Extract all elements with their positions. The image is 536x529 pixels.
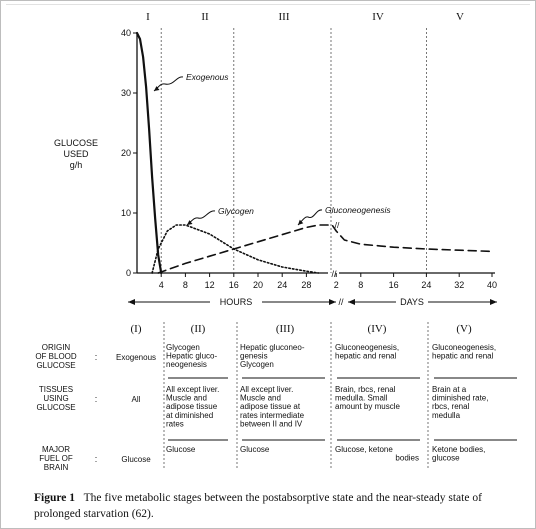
table-cell: All bbox=[132, 395, 141, 404]
table-row-header: TISSUES bbox=[39, 385, 73, 394]
stage-numeral: III bbox=[279, 11, 290, 23]
table-cell: Gluconeogenesis, bbox=[432, 343, 496, 352]
y-tick-label: 40 bbox=[121, 28, 131, 38]
table-cell: amount by muscle bbox=[335, 402, 400, 411]
axis-break-mark: // bbox=[335, 220, 340, 230]
y-axis-label: USED bbox=[63, 149, 89, 159]
table-cell: bodies bbox=[395, 454, 419, 463]
table-cell: rates intermediate bbox=[240, 411, 305, 420]
y-tick-label: 10 bbox=[121, 208, 131, 218]
table-cell: Glycogen bbox=[240, 360, 274, 369]
axis-break-mark: // bbox=[331, 269, 337, 279]
x-tick-label-days: 32 bbox=[454, 280, 464, 290]
table-row-header: GLUCOSE bbox=[36, 361, 75, 370]
table-cell: Brain at a bbox=[432, 385, 467, 394]
table-cell: at diminished bbox=[166, 411, 213, 420]
table-row-header: ORIGIN bbox=[42, 343, 71, 352]
table-cell: All except liver. bbox=[166, 385, 219, 394]
table-cell: diminished rate, bbox=[432, 394, 488, 403]
x-tick-label-hours: 12 bbox=[205, 280, 215, 290]
table-row-header: FUEL OF bbox=[39, 454, 73, 463]
table-cell: Glucose, ketone bbox=[335, 445, 393, 454]
table-cell: Glycogen bbox=[166, 343, 200, 352]
annotation-leader-gluconeogenesis bbox=[297, 209, 323, 226]
table-cell: between II and IV bbox=[240, 419, 303, 428]
y-tick-label: 0 bbox=[126, 268, 131, 278]
annotation-leader-glycogen bbox=[186, 210, 216, 226]
hours-axis-label: HOURS bbox=[220, 297, 253, 307]
table-stage-label: (II) bbox=[191, 323, 206, 335]
table-cell: Glucose bbox=[121, 455, 151, 464]
table-cell: Hepatic gluco- bbox=[166, 352, 217, 361]
x-tick-label-days: 2 bbox=[334, 280, 339, 290]
table-cell: Ketone bodies, bbox=[432, 445, 485, 454]
table-row-header: USING bbox=[43, 394, 68, 403]
table-cell: rbcs, renal bbox=[432, 402, 470, 411]
table-cell: All except liver. bbox=[240, 385, 293, 394]
x-tick-label-days: 16 bbox=[389, 280, 399, 290]
series-label-gluconeogenesis: Gluconeogenesis bbox=[325, 205, 391, 215]
stage-numeral: V bbox=[456, 11, 464, 23]
table-cell: Gluconeogenesis, bbox=[335, 343, 399, 352]
y-axis-label: GLUCOSE bbox=[54, 138, 98, 148]
y-tick-label: 20 bbox=[121, 148, 131, 158]
x-tick-label-days: 8 bbox=[358, 280, 363, 290]
axis-break-mark: // bbox=[338, 297, 344, 307]
x-tick-label-hours: 4 bbox=[159, 280, 164, 290]
x-tick-label-hours: 8 bbox=[183, 280, 188, 290]
y-tick-label: 30 bbox=[121, 88, 131, 98]
top-rule bbox=[6, 4, 530, 5]
x-tick-label-hours: 16 bbox=[229, 280, 239, 290]
table-cell: glucose bbox=[432, 454, 460, 463]
table-cell: Hepatic gluconeo- bbox=[240, 343, 305, 352]
table-stage-label: (IV) bbox=[368, 323, 387, 335]
annotation-leader-exogenous bbox=[153, 76, 184, 92]
table-cell: Brain, rbcs, renal bbox=[335, 385, 396, 394]
table-colon: : bbox=[95, 394, 98, 404]
table-cell: Glucose bbox=[240, 445, 270, 454]
table-cell: hepatic and renal bbox=[432, 352, 494, 361]
y-axis-label: g/h bbox=[70, 160, 83, 170]
x-tick-label-hours: 28 bbox=[301, 280, 311, 290]
series-line-gluconeogenesis bbox=[157, 224, 493, 274]
table-cell: rates bbox=[166, 419, 184, 428]
table-row-header: OF BLOOD bbox=[35, 352, 77, 361]
table-colon: : bbox=[95, 454, 98, 464]
table-stage-label: (V) bbox=[456, 323, 472, 335]
table-colon: : bbox=[95, 352, 98, 362]
days-axis-label: DAYS bbox=[400, 297, 424, 307]
stage-numeral: IV bbox=[372, 11, 384, 23]
table-cell: medulla bbox=[432, 411, 461, 420]
table-cell: Muscle and bbox=[240, 394, 281, 403]
caption-label: Figure 1 bbox=[34, 492, 75, 504]
table-cell: Exogenous bbox=[116, 353, 156, 362]
x-tick-label-days: 40 bbox=[487, 280, 497, 290]
table-cell: hepatic and renal bbox=[335, 352, 397, 361]
stage-numeral: II bbox=[201, 11, 209, 23]
series-line-glycogen bbox=[151, 224, 320, 274]
table-row-header: BRAIN bbox=[44, 463, 69, 472]
x-tick-label-hours: 24 bbox=[277, 280, 287, 290]
series-label-glycogen: Glycogen bbox=[218, 206, 254, 216]
series-line-exogenous bbox=[135, 31, 163, 275]
table-cell: neogenesis bbox=[166, 360, 207, 369]
table-cell: adipose tissue at bbox=[240, 402, 301, 411]
x-tick-label-hours: 20 bbox=[253, 280, 263, 290]
figure-caption: Figure 1 The five metabolic stages betwe… bbox=[34, 490, 504, 522]
table-cell: Muscle and bbox=[166, 394, 207, 403]
x-tick-label-days: 24 bbox=[421, 280, 431, 290]
table-cell: adipose tissue bbox=[166, 402, 218, 411]
series-label-exogenous: Exogenous bbox=[186, 72, 229, 82]
table-stage-label: (I) bbox=[131, 323, 142, 335]
table-row-header: GLUCOSE bbox=[36, 403, 75, 412]
caption-text: The five metabolic stages between the po… bbox=[34, 492, 482, 520]
table-stage-label: (III) bbox=[276, 323, 295, 335]
table-cell: medulla. Small bbox=[335, 394, 388, 403]
table-row-header: MAJOR bbox=[42, 445, 70, 454]
table-cell: Glucose bbox=[166, 445, 196, 454]
table-cell: genesis bbox=[240, 352, 268, 361]
stage-numeral: I bbox=[146, 11, 150, 23]
